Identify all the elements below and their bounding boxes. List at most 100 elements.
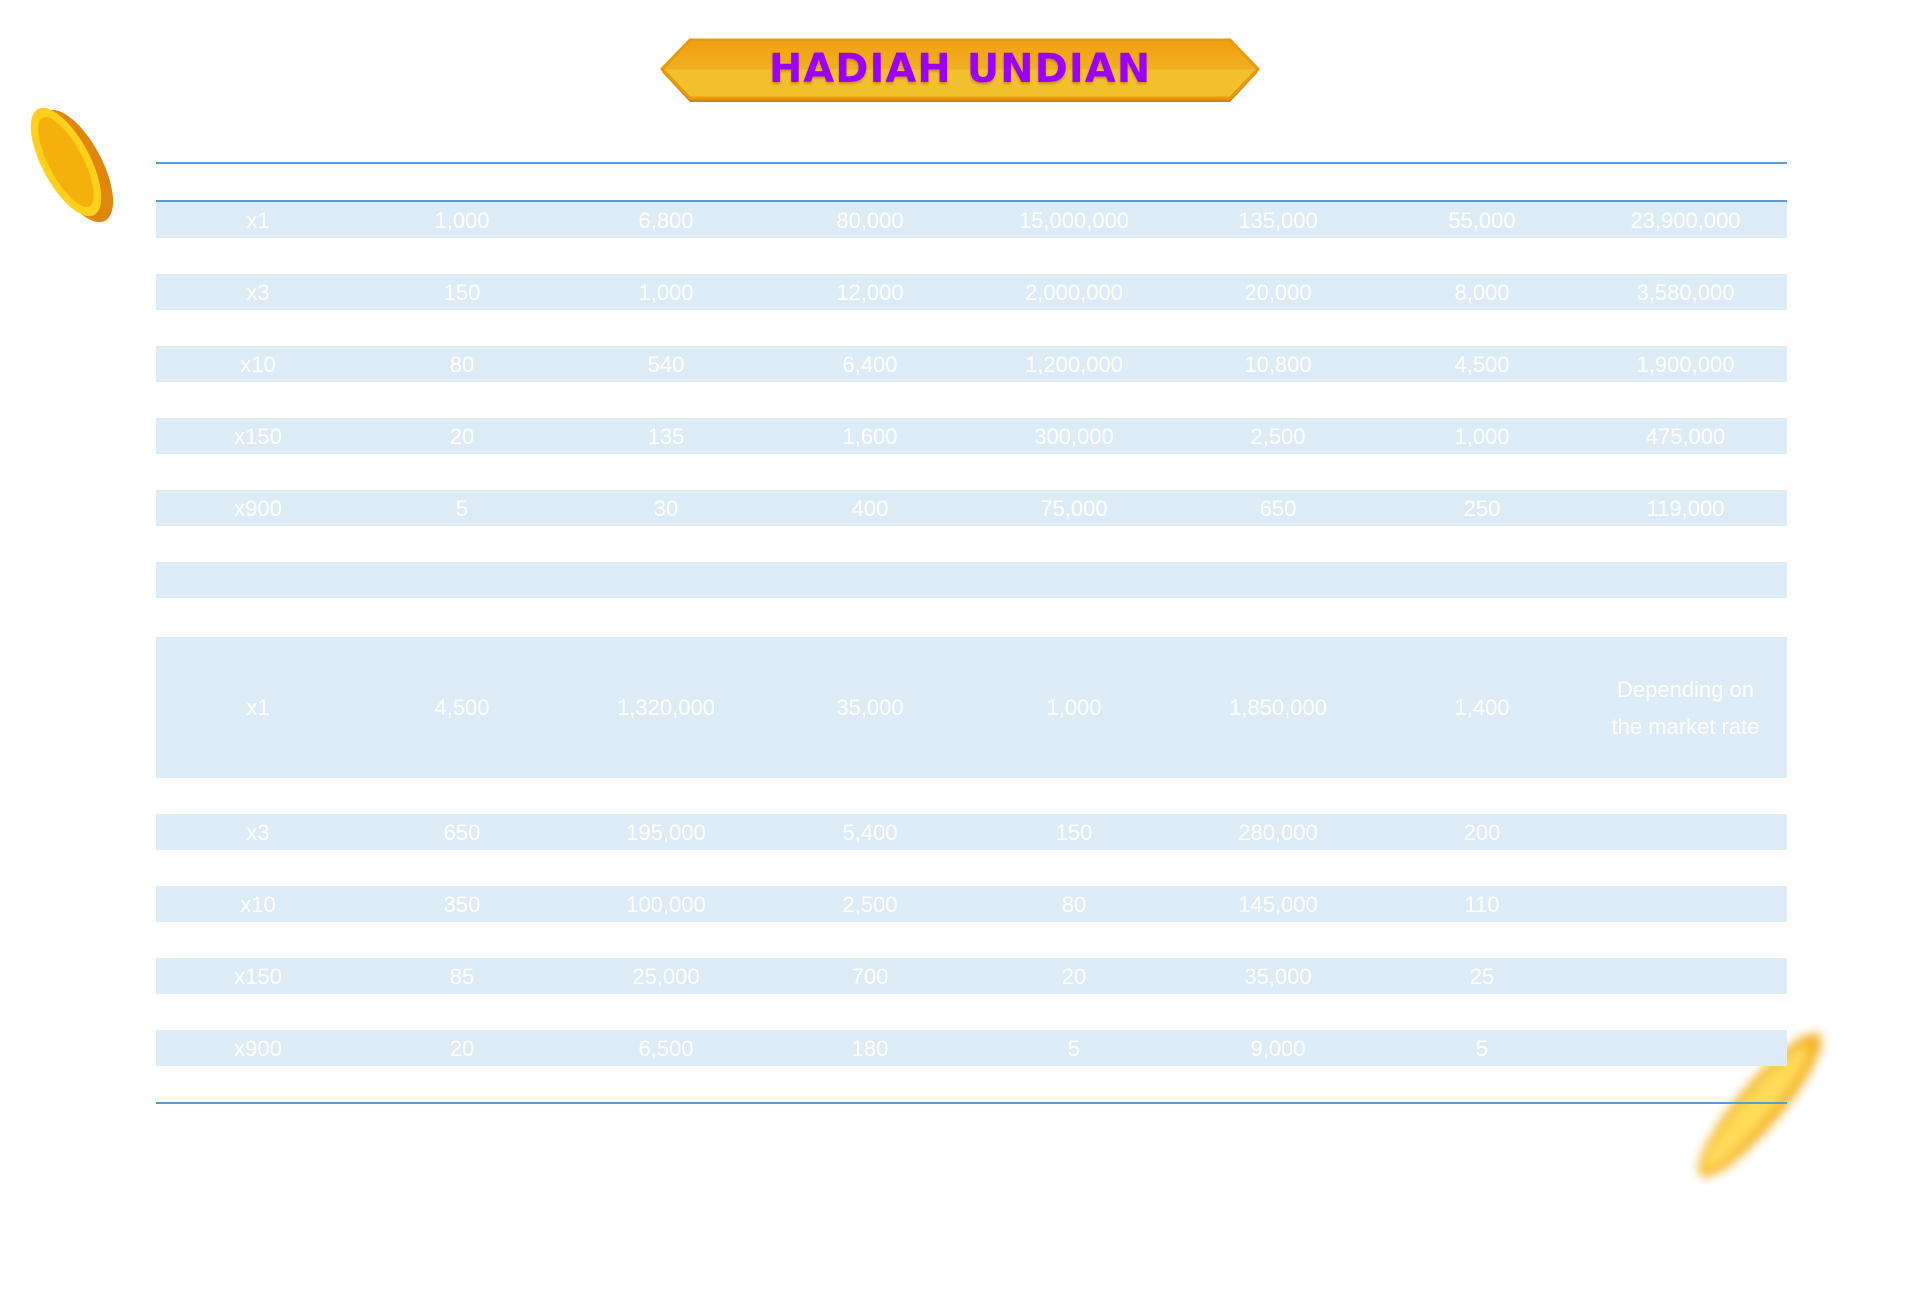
- table-cell: 5: [1475, 1035, 1489, 1061]
- table-cell: 35,000: [836, 695, 904, 720]
- table-row: x900 20 6,500 180 5 9,000 5: [156, 1030, 1787, 1066]
- gold-coin-icon: [30, 107, 114, 223]
- title-banner: HADIAH UNDIAN: [660, 38, 1260, 102]
- table-row: x10 350 100,000 2,500 80 145,000 110: [156, 886, 1787, 922]
- table-cell: 1,200,000: [1025, 351, 1123, 377]
- table-row-empty: [156, 994, 1787, 1030]
- table-cell: 6,400: [842, 351, 898, 377]
- table-row-empty: [156, 1066, 1787, 1102]
- table-row-empty: [156, 382, 1787, 418]
- table-cell: 135: [647, 423, 685, 449]
- table-cell: 30: [653, 495, 679, 521]
- table-cell: x3: [246, 819, 270, 845]
- table-cell: 5: [1067, 1035, 1081, 1061]
- table-cell: 20: [1061, 963, 1087, 989]
- table-cell: 20: [449, 423, 475, 449]
- table-cell: 150: [443, 279, 481, 305]
- table-cell: 350: [443, 891, 481, 917]
- page-title: HADIAH UNDIAN: [768, 46, 1152, 92]
- table-cell: x150: [234, 963, 282, 989]
- table-row-empty: [156, 562, 1787, 598]
- table-row: x1 1,000 6,800 80,000 15,000,000 135,000 55,00…: [156, 202, 1787, 238]
- table-cell: 9,000: [1250, 1035, 1306, 1061]
- table-cell: 1,000: [434, 207, 490, 233]
- table-cell: x1: [246, 695, 270, 720]
- table-cell: 1,850,000: [1229, 695, 1327, 720]
- table-row: x3 150 1,000 12,000 2,000,000 20,000 8,000 3,58…: [156, 274, 1787, 310]
- table-cell: 80: [449, 351, 475, 377]
- table-cell: x10: [240, 891, 276, 917]
- table-cell: 2,500: [1250, 423, 1306, 449]
- table-cell: 135,000: [1238, 207, 1318, 233]
- table-cell: 195,000: [626, 819, 706, 845]
- table-cell: 2,500: [842, 891, 898, 917]
- table-cell: 4,500: [1454, 351, 1510, 377]
- table-cell: 1,600: [842, 423, 898, 449]
- table-cell: 12,000: [836, 279, 904, 305]
- table-cell: 100,000: [626, 891, 706, 917]
- table-cell: 250: [1463, 495, 1501, 521]
- table-row-empty: [156, 310, 1787, 346]
- table-cell: 1,000: [1454, 423, 1510, 449]
- prize-table: x1 1,000 6,800 80,000 15,000,000 135,000 55,00…: [156, 162, 1787, 1104]
- table-cell: 20,000: [1244, 279, 1312, 305]
- table-cell: 200: [1463, 819, 1501, 845]
- table-row: x10 80 540 6,400 1,200,000 10,800 4,500 1,900,0…: [156, 346, 1787, 382]
- table-cell: 55,000: [1448, 207, 1516, 233]
- table-row: x900 5 30 400 75,000 650 250 119,000: [156, 490, 1787, 526]
- table-cell: 10,800: [1244, 351, 1312, 377]
- table-row-empty: [156, 526, 1787, 562]
- table-cell: 1,000: [638, 279, 694, 305]
- table-cell: 1,900,000: [1636, 351, 1735, 377]
- table-cell: 25: [1469, 963, 1495, 989]
- table-cell: 23,900,000: [1630, 207, 1741, 233]
- table-cell: 110: [1464, 891, 1500, 917]
- table-cell: x1: [246, 207, 270, 233]
- gold-coin-icon: [1698, 1033, 1822, 1177]
- table-cell: x3: [246, 279, 270, 305]
- table-cell: 25,000: [632, 963, 700, 989]
- table-cell: x900: [234, 1035, 282, 1061]
- table-row-empty: [156, 850, 1787, 886]
- table-cell: 540: [647, 351, 685, 377]
- table-cell: x10: [240, 351, 276, 377]
- table-row-empty: [156, 778, 1787, 814]
- table-row-empty: [156, 238, 1787, 274]
- table-cell: 1,400: [1454, 695, 1510, 720]
- table-cell: 6,800: [638, 207, 694, 233]
- table-row: x150 20 135 1,600 300,000 2,500 1,000 475,000: [156, 418, 1787, 454]
- table-cell: 1,000: [1046, 695, 1102, 720]
- table-cell: Depending on the market rate: [1611, 676, 1760, 739]
- table-cell: 180: [851, 1035, 889, 1061]
- table-cell: 85: [449, 963, 475, 989]
- table-row: x1 4,500 1,320,000 35,000 1,000 1,850,000 1,40…: [156, 637, 1787, 778]
- table-cell: 650: [1259, 495, 1297, 521]
- table-cell: 3,580,000: [1636, 279, 1735, 305]
- table-row-empty: [156, 598, 1787, 637]
- table-cell: 145,000: [1238, 891, 1318, 917]
- table-header: [156, 164, 1787, 202]
- table-cell: 300,000: [1034, 423, 1114, 449]
- table-row-empty: [156, 922, 1787, 958]
- table-cell: 8,000: [1454, 279, 1510, 305]
- table-cell: 80: [1061, 891, 1087, 917]
- table-cell: 119,000: [1646, 495, 1725, 521]
- table-cell: 280,000: [1238, 819, 1318, 845]
- table-cell: 400: [851, 495, 889, 521]
- table-cell: 475,000: [1645, 423, 1726, 449]
- table-cell: 15,000,000: [1018, 207, 1130, 233]
- table-cell: 6,500: [638, 1035, 694, 1061]
- table-cell: 700: [851, 963, 889, 989]
- table-row-empty: [156, 454, 1787, 490]
- table-cell: 150: [1055, 819, 1093, 845]
- table-cell: 35,000: [1244, 963, 1312, 989]
- table-cell: 5,400: [842, 819, 898, 845]
- table-cell: 80,000: [836, 207, 904, 233]
- table-cell: 4,500: [434, 695, 490, 720]
- table-cell: 650: [443, 819, 481, 845]
- table-cell: x150: [234, 423, 282, 449]
- table-cell: 20: [449, 1035, 475, 1061]
- table-cell: 1,320,000: [617, 695, 715, 720]
- table-row: x3 650 195,000 5,400 150 280,000 200: [156, 814, 1787, 850]
- table-row: x150 85 25,000 700 20 35,000 25: [156, 958, 1787, 994]
